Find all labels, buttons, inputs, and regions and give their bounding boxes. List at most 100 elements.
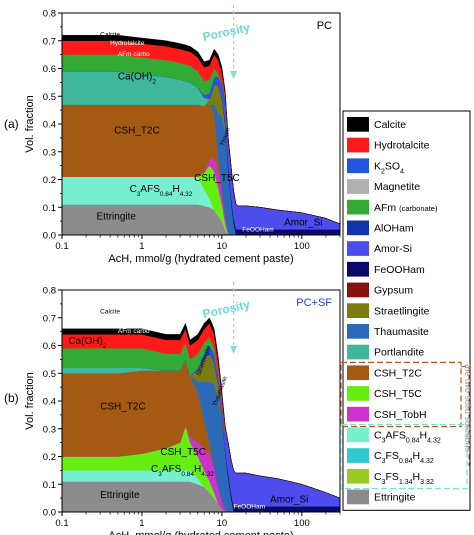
legend-label: Straetlingite xyxy=(374,305,430,317)
solid-solution-group-2 xyxy=(340,423,468,490)
legend-item: Amor-Si xyxy=(347,241,412,256)
phase-label: CSH_T2C xyxy=(100,401,146,412)
legend-item: CSH_TobH xyxy=(347,406,427,422)
phase-label: Ca(OH)2 xyxy=(118,72,156,86)
y-tick-label: 0.7 xyxy=(43,36,56,47)
legend-label: C3AFS0.84H4.32 xyxy=(374,430,441,445)
phase-label: CSH_T2C xyxy=(114,126,160,137)
phase-label: Amor_Si xyxy=(284,217,322,228)
phase-label: Calcite xyxy=(100,32,120,39)
y-tick-label: 0.3 xyxy=(43,424,56,435)
area-layers xyxy=(62,35,340,235)
legend-swatch xyxy=(347,489,369,505)
porosity-label: Porosity xyxy=(201,20,251,44)
phase-label: C3AFS0.84H4.32 xyxy=(151,464,214,478)
legend-swatch xyxy=(347,241,369,256)
legend-label: AlOHam xyxy=(374,223,414,235)
legend-swatch xyxy=(347,303,369,318)
legend-item: CSH_T5C xyxy=(347,386,422,401)
legend-swatch xyxy=(347,386,369,401)
y-tick-label: 0.3 xyxy=(43,147,56,158)
legend-item: C3FS1.34H3.32 xyxy=(347,468,434,486)
legend-item: AFm (carbonate) xyxy=(347,199,438,215)
legend-item: AlOHam xyxy=(347,220,414,236)
y-tick-label: 0.2 xyxy=(43,452,56,463)
legend-item: C3AFS0.84H4.32 xyxy=(347,427,441,445)
legend-swatch xyxy=(347,179,369,194)
legend-swatch xyxy=(347,406,369,422)
legend-item: FeOOHam xyxy=(347,261,425,277)
phase-label: Ca(OH)2 xyxy=(68,336,106,350)
legend-swatch xyxy=(347,468,369,484)
phase-label: Amor_Si xyxy=(270,494,308,505)
legend-item: Straetlingite xyxy=(347,303,430,318)
phase-label: FeOOHam xyxy=(234,504,265,511)
area-calcite xyxy=(62,35,340,225)
solid-solution-group-1 xyxy=(340,361,462,428)
x-tick-label: 1 xyxy=(139,518,144,529)
x-axis-label: AcH, mmol/g (hydrated cement paste) xyxy=(108,530,293,535)
legend-swatch xyxy=(347,324,369,339)
legend-item: Thaumasite xyxy=(347,324,429,339)
area-layers xyxy=(62,317,340,512)
legend-item: Ettringite xyxy=(347,489,416,505)
y-tick-label: 0.2 xyxy=(43,175,56,186)
legend-swatch xyxy=(347,448,369,463)
legend-item: Gypsum xyxy=(347,282,413,298)
x-tick-label: 10 xyxy=(217,241,228,252)
legend-label: Thaumasite xyxy=(374,326,429,338)
phase-label: FeOOHam xyxy=(242,227,273,234)
porosity-label: Porosity xyxy=(201,297,251,321)
panel-tag: PC+SF xyxy=(296,297,332,309)
legend-label: CSH_T5C xyxy=(374,388,422,400)
phase-label: Calcite xyxy=(100,309,120,316)
solid-solutions-label: the two solid solutions xyxy=(463,364,473,453)
phase-label: CSH_T5C xyxy=(160,447,206,458)
y-tick-label: 0.0 xyxy=(43,231,56,242)
phase-label: Ettringite xyxy=(100,490,140,501)
legend-swatch xyxy=(347,427,369,443)
legend-label: C3FS1.34H3.32 xyxy=(374,471,434,486)
group-connector xyxy=(461,365,470,466)
phase-label: Hydrotalcite xyxy=(110,317,145,324)
x-tick-label: 100 xyxy=(294,241,310,252)
chart-panel-b: 0.00.10.20.30.40.50.60.70.80.1110100AcH,… xyxy=(4,282,341,535)
y-tick-label: 0.5 xyxy=(43,92,56,103)
y-tick-label: 0.6 xyxy=(43,341,56,352)
legend-label: CSH_T2C xyxy=(374,367,422,379)
legend-item: K2SO4 xyxy=(347,158,404,175)
x-axis-label: AcH, mmol/g (hydrated cement paste) xyxy=(108,253,293,265)
y-tick-label: 0.7 xyxy=(43,313,56,324)
y-tick-label: 0.0 xyxy=(43,508,56,519)
legend-swatch xyxy=(347,365,369,381)
y-axis-label: Vol. fraction xyxy=(24,372,36,429)
y-tick-label: 0.6 xyxy=(43,64,56,75)
y-tick-label: 0.4 xyxy=(43,120,56,131)
x-tick-label: 1 xyxy=(139,241,144,252)
porosity-arrowhead xyxy=(230,71,238,79)
y-tick-label: 0.5 xyxy=(43,369,56,380)
legend-label: Ettringite xyxy=(374,492,416,504)
legend-swatch xyxy=(347,117,369,132)
panel-label: (a) xyxy=(4,117,19,131)
panel-tag: PC xyxy=(317,20,332,32)
legend-label: C3FS0.84H4.32 xyxy=(374,450,434,465)
legend-box xyxy=(342,110,471,511)
phase-label: Hydrotalcite xyxy=(110,40,145,47)
legend-label: Portlandite xyxy=(374,347,424,359)
phase-label: CSH_T5C xyxy=(194,173,240,184)
legend-label: K2SO4 xyxy=(374,160,404,175)
x-tick-label: 0.1 xyxy=(55,518,68,529)
legend: Calcite Hydrotalcite K2SO4 Magnetite AFm (ca… xyxy=(340,110,473,511)
legend-label: Gypsum xyxy=(374,285,413,297)
x-tick-label: 100 xyxy=(294,518,310,529)
legend-item: Portlandite xyxy=(347,344,424,360)
phase-label: AFm carbo xyxy=(118,328,150,335)
x-tick-label: 0.1 xyxy=(55,241,68,252)
y-tick-label: 0.8 xyxy=(43,286,56,297)
y-tick-label: 0.4 xyxy=(43,397,56,408)
chart-panel-a: 0.00.10.20.30.40.50.60.70.80.1 1 10 100AcH,… xyxy=(4,5,341,265)
legend-label: Magnetite xyxy=(374,181,420,193)
legend-label: Calcite xyxy=(374,119,406,131)
legend-swatch xyxy=(347,199,369,215)
